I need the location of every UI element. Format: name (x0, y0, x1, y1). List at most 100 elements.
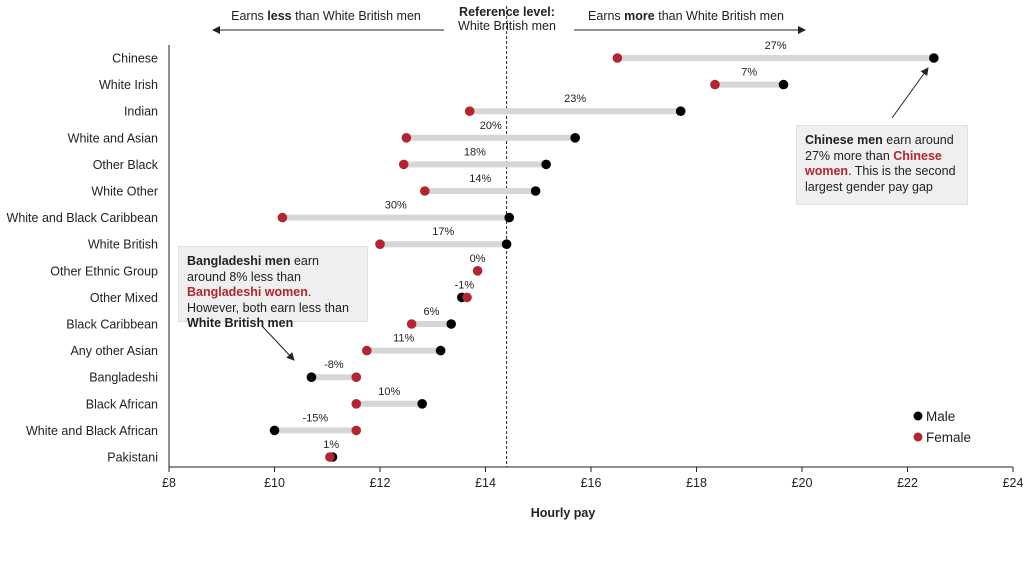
gap-label: -1% (455, 279, 475, 291)
axes: £8 £10 £12 £14 £16 £18 £20 £22 £24 Hourly pay (162, 6, 1023, 520)
gap-label: 23% (564, 93, 586, 105)
x-tick-label: £14 (475, 476, 496, 490)
category-label: Other Black (93, 158, 159, 172)
gap-label: -8% (324, 359, 344, 371)
bangladeshi-callout-arrow (261, 325, 295, 361)
gap-label: 1% (323, 439, 339, 451)
category-label: White Other (91, 185, 158, 199)
x-tick-label: £22 (897, 476, 918, 490)
row: Other Ethnic Group 0% (50, 253, 485, 279)
gap-label: 27% (765, 40, 787, 52)
gap-label: 10% (378, 386, 400, 398)
category-label: Any other Asian (70, 344, 158, 358)
gap-label: 14% (469, 173, 491, 185)
gap-label: 17% (432, 226, 454, 238)
category-label: Chinese (112, 52, 158, 66)
legend-male-marker (913, 411, 923, 421)
female-point (362, 345, 372, 356)
female-point (351, 399, 362, 409)
gap-label: 18% (464, 146, 486, 158)
x-tick-label: £18 (686, 476, 707, 490)
row: Black Caribbean 6% (66, 306, 457, 332)
row: Pakistani 1% (107, 439, 339, 465)
female-point (710, 79, 720, 90)
male-point (570, 133, 580, 143)
legend: Male Female (913, 409, 971, 445)
chinese-callout-arrow (891, 67, 929, 119)
male-point (929, 53, 939, 63)
category-label: White and Black Caribbean (7, 211, 159, 225)
female-point (351, 425, 362, 436)
row: White and Black African -15% (26, 412, 362, 438)
x-axis-title: Hourly pay (531, 506, 596, 520)
category-label: White Irish (99, 78, 158, 92)
row: White Irish 7% (99, 67, 789, 92)
gap-label: 11% (393, 333, 414, 345)
male-point (417, 399, 428, 409)
gap-label: 7% (741, 67, 757, 79)
chinese-callout: Chinese men earn around 27% more than Ch… (796, 125, 968, 205)
data-rows: Chinese 27% White Irish 7% Indian 23% White an… (7, 40, 939, 465)
row: Indian 23% (124, 93, 686, 119)
gap-label: 30% (385, 200, 407, 212)
x-tick-label: £16 (581, 476, 602, 490)
male-point (306, 372, 317, 383)
female-point (612, 53, 623, 63)
row: Bangladeshi -8% (89, 359, 362, 385)
row: Other Black 18% (93, 146, 551, 172)
gap-label: 0% (470, 253, 486, 265)
female-point (351, 372, 362, 383)
x-tick-label: £8 (162, 476, 176, 490)
header-left-text: Earns less than White British men (231, 9, 421, 23)
bangladeshi-callout: Bangladeshi men earn around 8% less than… (178, 246, 368, 330)
legend-female-marker (913, 432, 923, 442)
category-label: Indian (124, 105, 158, 119)
row: White Other 14% (91, 173, 541, 199)
male-point (541, 159, 551, 170)
female-point (398, 159, 409, 170)
category-label: Pakistani (107, 451, 158, 465)
female-point (325, 452, 335, 462)
category-label: White British (88, 238, 158, 252)
chart-header: Earns less than White British men Refere… (212, 5, 806, 34)
x-tick-label: £12 (370, 476, 391, 490)
female-point (464, 106, 475, 116)
row: White British 17% (88, 226, 512, 252)
row: White and Asian 20% (68, 120, 580, 145)
x-tick-label: £20 (792, 476, 813, 490)
category-label: Black Caribbean (66, 318, 158, 332)
header-right-text: Earns more than White British men (588, 9, 784, 23)
male-point (446, 319, 457, 329)
row: Any other Asian 11% (70, 333, 446, 358)
row: Other Mixed -1% (90, 279, 474, 305)
x-tick-label: £10 (264, 476, 285, 490)
female-point (472, 266, 483, 276)
male-point (435, 345, 446, 356)
female-point (406, 319, 417, 329)
category-label: Other Ethnic Group (50, 264, 158, 278)
legend-female-label: Female (926, 430, 971, 445)
male-point (530, 186, 541, 196)
male-point (269, 425, 280, 436)
x-tick-label: £24 (1003, 476, 1024, 490)
gap-label: 20% (480, 120, 502, 132)
gap-label: -15% (303, 412, 329, 424)
female-point (375, 239, 385, 249)
row: Black African 10% (86, 386, 428, 411)
row: White and Black Caribbean 30% (7, 200, 515, 225)
row: Chinese 27% (112, 40, 939, 66)
category-label: Black African (86, 397, 158, 411)
male-point (501, 239, 512, 249)
legend-male-label: Male (926, 409, 955, 424)
category-label: Bangladeshi (89, 371, 158, 385)
female-point (401, 133, 412, 143)
category-label: Other Mixed (90, 291, 158, 305)
female-point (462, 292, 472, 303)
male-point (778, 79, 789, 90)
male-point (504, 212, 515, 223)
gap-label: 6% (423, 306, 439, 318)
female-point (277, 212, 288, 223)
female-point (420, 186, 430, 196)
